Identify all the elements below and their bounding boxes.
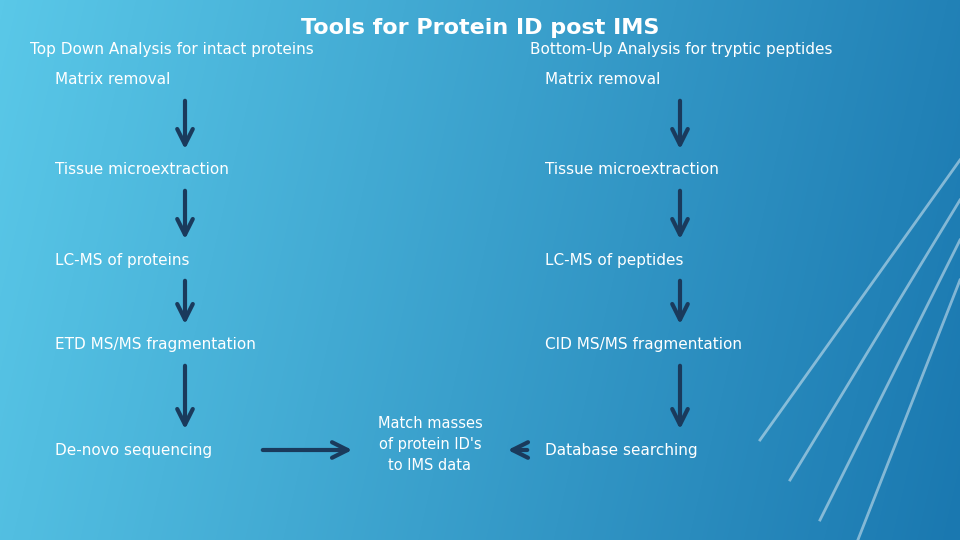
Text: Database searching: Database searching	[545, 442, 698, 457]
Text: LC-MS of peptides: LC-MS of peptides	[545, 253, 684, 267]
Text: De-novo sequencing: De-novo sequencing	[55, 442, 212, 457]
Text: Bottom-Up Analysis for tryptic peptides: Bottom-Up Analysis for tryptic peptides	[530, 42, 832, 57]
Text: Matrix removal: Matrix removal	[545, 72, 660, 87]
Text: Top Down Analysis for intact proteins: Top Down Analysis for intact proteins	[30, 42, 314, 57]
Text: Tissue microextraction: Tissue microextraction	[55, 163, 228, 178]
Text: Matrix removal: Matrix removal	[55, 72, 170, 87]
Text: Tissue microextraction: Tissue microextraction	[545, 163, 719, 178]
Text: LC-MS of proteins: LC-MS of proteins	[55, 253, 189, 267]
Text: Tools for Protein ID post IMS: Tools for Protein ID post IMS	[300, 18, 660, 38]
Text: Match masses
of protein ID's
to IMS data: Match masses of protein ID's to IMS data	[377, 416, 482, 474]
Text: CID MS/MS fragmentation: CID MS/MS fragmentation	[545, 338, 742, 353]
Text: ETD MS/MS fragmentation: ETD MS/MS fragmentation	[55, 338, 256, 353]
